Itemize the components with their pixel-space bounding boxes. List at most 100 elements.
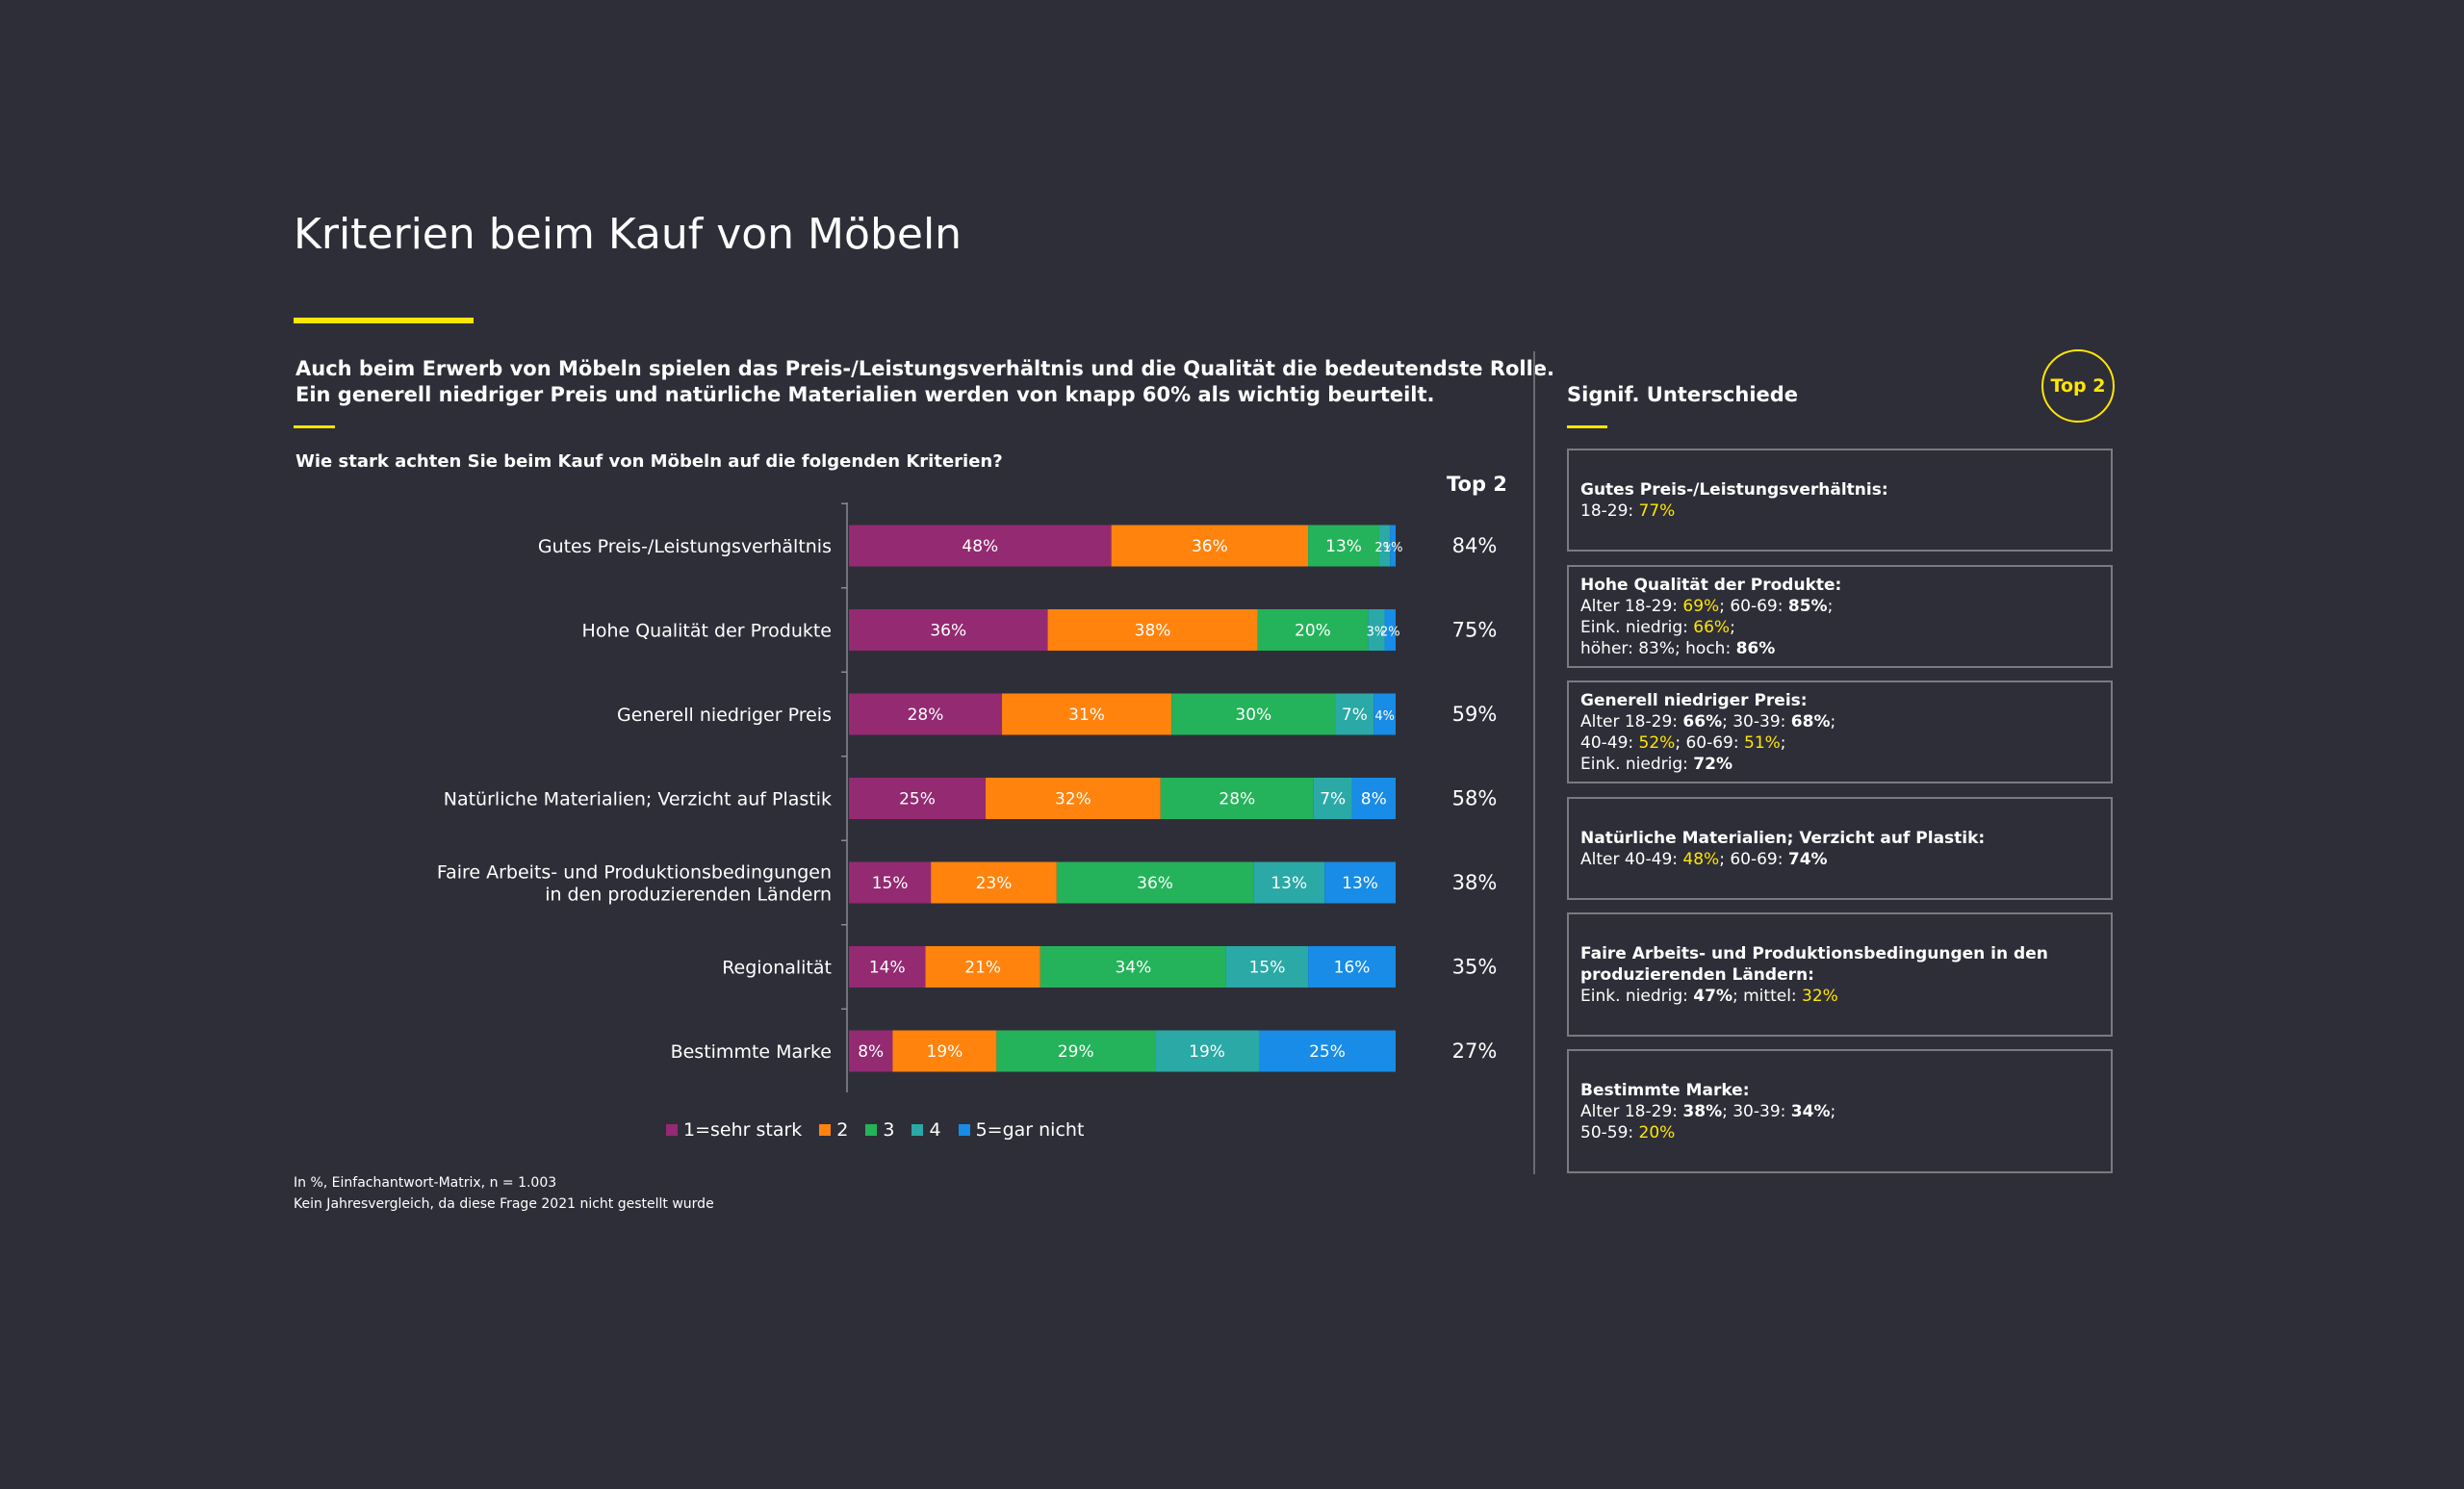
box-line: Alter 40-49: 48%; 60-69: 74% (1580, 849, 1828, 869)
chart-legend: 1=sehr stark 2 3 4 5=gar nicht (666, 1119, 1084, 1141)
bar-segment (1368, 609, 1385, 651)
legend-item: 5=gar nicht (958, 1119, 1085, 1141)
title-underline (294, 318, 474, 323)
bar-segment (1225, 946, 1309, 988)
footnote: In %, Einfachantwort-Matrix, n = 1.003 K… (294, 1172, 714, 1215)
top2-column-header: Top 2 (1447, 473, 1507, 496)
category-label: Hohe Qualität der Produkte (582, 621, 832, 642)
bar-value-label: 14% (869, 959, 906, 978)
bar-segment (925, 946, 1040, 988)
box-line: höher: 83%; hoch: 86% (1580, 638, 1776, 658)
bar-value-label: 7% (1342, 706, 1368, 725)
legend-swatch (911, 1124, 924, 1136)
legend-item: 2 (819, 1119, 848, 1141)
bar-segment (849, 1030, 893, 1072)
bar-value-label: 31% (1068, 706, 1105, 725)
intro-line-2: Ein generell niedriger Preis und natürli… (295, 383, 1435, 406)
legend-label: 4 (929, 1119, 941, 1141)
intro-text: Auch beim Erwerb von Möbeln spielen das … (295, 356, 1555, 408)
box-heading: Bestimmte Marke: (1580, 1080, 1750, 1100)
bar-segment (931, 861, 1057, 904)
box-heading: Natürliche Materialien; Verzicht auf Pla… (1580, 828, 1986, 848)
intro-line-1: Auch beim Erwerb von Möbeln spielen das … (295, 357, 1555, 380)
box-line: 18-29: 77% (1580, 501, 1676, 521)
bar-segment (986, 778, 1161, 819)
bar-value-label: 36% (930, 622, 966, 641)
box-line: Eink. niedrig: 66%; (1580, 617, 1735, 637)
bar-value-label: 2% (1374, 541, 1395, 555)
bar-value-label: 30% (1235, 706, 1271, 725)
bar-segment (1040, 946, 1226, 988)
bar-value-label: 13% (1325, 537, 1362, 556)
bar-segment (1378, 525, 1391, 567)
bar-value-label: 34% (1115, 959, 1151, 978)
legend-label: 2 (836, 1119, 849, 1141)
legend-item: 3 (865, 1119, 894, 1141)
legend-swatch (865, 1124, 878, 1136)
box-line: 40-49: 52%; 60-69: 51%; (1580, 732, 1786, 753)
bar-value-label: 2% (1380, 626, 1400, 640)
bar-segment (1313, 778, 1352, 819)
top2-value: 35% (1452, 956, 1498, 979)
bar-segment (849, 693, 1003, 735)
bar-value-label: 29% (1058, 1042, 1094, 1062)
significance-box: Natürliche Materialien; Verzicht auf Pla… (1567, 797, 2113, 900)
bar-segment (1160, 778, 1314, 819)
top2-value: 58% (1452, 787, 1498, 810)
bar-value-label: 7% (1320, 790, 1346, 809)
bar-segment (1351, 778, 1396, 819)
bar-value-label: 36% (1137, 874, 1173, 893)
bar-segment (996, 1030, 1156, 1072)
top2-value: 84% (1452, 534, 1498, 557)
bar-value-label: 16% (1334, 959, 1371, 978)
bar-value-label: 20% (1295, 622, 1331, 641)
bar-segment (1253, 861, 1325, 904)
bar-segment (1047, 609, 1258, 651)
bar-value-label: 28% (908, 706, 944, 725)
top2-value: 75% (1452, 619, 1498, 642)
bar-segment (1155, 1030, 1259, 1072)
category-label: Bestimmte Marke (671, 1041, 832, 1063)
bar-value-label: 19% (1189, 1042, 1225, 1062)
bar-segment (849, 946, 926, 988)
top2-value: 38% (1452, 871, 1498, 894)
bar-value-label: 32% (1055, 790, 1091, 809)
bar-segment (1308, 946, 1396, 988)
bar-value-label: 13% (1342, 874, 1378, 893)
bar-value-label: 21% (964, 959, 1001, 978)
bar-value-label: 23% (976, 874, 1013, 893)
page-title: Kriterien beim Kauf von Möbeln (294, 210, 962, 259)
bar-segment (1390, 525, 1396, 567)
legend-swatch (819, 1124, 832, 1136)
box-line: Alter 18-29: 69%; 60-69: 85%; (1580, 596, 1834, 616)
box-line: Alter 18-29: 38%; 30-39: 34%; (1580, 1101, 1836, 1121)
box-heading: Faire Arbeits- und Produktionsbedingunge… (1580, 943, 2048, 963)
legend-swatch (958, 1124, 970, 1136)
legend-label: 5=gar nicht (975, 1119, 1085, 1141)
bar-segment (1111, 525, 1309, 567)
bar-segment (849, 778, 986, 819)
bar-segment (1002, 693, 1172, 735)
bar-value-label: 25% (1309, 1042, 1346, 1062)
bar-value-label: 19% (927, 1042, 963, 1062)
bar-value-label: 8% (1361, 790, 1387, 809)
legend-item: 1=sehr stark (666, 1119, 802, 1141)
bar-value-label: 15% (872, 874, 909, 893)
bar-segment (849, 609, 1048, 651)
bar-segment (1308, 525, 1379, 567)
bar-segment (892, 1030, 997, 1072)
bar-value-label: 4% (1374, 709, 1395, 724)
intro-underline (294, 425, 335, 428)
top2-value: 27% (1452, 1040, 1498, 1063)
box-line: Eink. niedrig: 72% (1580, 754, 1732, 774)
bar-value-label: 25% (899, 790, 936, 809)
significance-box: Faire Arbeits- und Produktionsbedingunge… (1567, 912, 2113, 1037)
box-heading: Generell niedriger Preis: (1580, 690, 1808, 710)
bar-value-label: 1% (1383, 541, 1403, 555)
bar-segment (1257, 609, 1369, 651)
bar-segment (1171, 693, 1336, 735)
significance-box: Generell niedriger Preis: Alter 18-29: 66… (1567, 680, 2113, 783)
category-label: Faire Arbeits- und Produktionsbedingunge… (437, 862, 832, 906)
box-heading: produzierenden Ländern: (1580, 964, 1814, 985)
column-divider (1533, 351, 1535, 1174)
